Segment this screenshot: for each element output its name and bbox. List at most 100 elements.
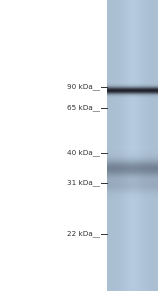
Bar <box>107 195 158 196</box>
Bar <box>107 0 108 291</box>
Bar <box>154 0 155 291</box>
Bar <box>107 182 158 183</box>
Bar <box>107 171 158 172</box>
Bar <box>107 166 158 167</box>
Bar <box>117 0 118 291</box>
Bar <box>123 0 124 291</box>
Bar <box>155 0 156 291</box>
Bar <box>107 168 158 169</box>
Bar <box>107 172 158 173</box>
Bar <box>145 0 146 291</box>
Bar <box>107 87 158 88</box>
Bar <box>141 0 142 291</box>
Bar <box>107 92 158 93</box>
Bar <box>121 0 122 291</box>
Bar <box>107 183 158 184</box>
Bar <box>144 0 145 291</box>
Bar <box>114 0 115 291</box>
Bar <box>107 177 158 178</box>
Bar <box>107 181 158 182</box>
Bar <box>139 0 140 291</box>
Bar <box>127 0 128 291</box>
Bar <box>107 164 158 165</box>
Bar <box>134 0 135 291</box>
Bar <box>118 0 119 291</box>
Bar <box>152 0 153 291</box>
Bar <box>107 89 158 90</box>
Bar <box>107 189 158 190</box>
Bar <box>111 0 112 291</box>
Bar <box>156 0 157 291</box>
Bar <box>107 187 158 188</box>
Bar <box>107 188 158 189</box>
Bar <box>107 179 158 180</box>
Bar <box>107 192 158 193</box>
Bar <box>107 155 158 156</box>
Bar <box>107 157 158 158</box>
Text: 31 kDa__: 31 kDa__ <box>67 180 100 186</box>
Bar <box>107 165 158 166</box>
Bar <box>116 0 117 291</box>
Bar <box>107 193 158 194</box>
Bar <box>107 170 158 171</box>
Bar <box>107 0 158 291</box>
Bar <box>137 0 138 291</box>
Bar <box>107 153 158 154</box>
Bar <box>107 167 158 168</box>
Bar <box>107 163 158 164</box>
Bar <box>130 0 131 291</box>
Bar <box>107 173 158 174</box>
Bar <box>107 194 158 195</box>
Bar <box>153 0 154 291</box>
Bar <box>107 179 158 180</box>
Bar <box>107 152 158 153</box>
Bar <box>147 0 148 291</box>
Bar <box>107 172 158 173</box>
Bar <box>107 181 158 182</box>
Bar <box>107 84 158 85</box>
Bar <box>157 0 158 291</box>
Bar <box>107 186 158 187</box>
Bar <box>107 97 158 98</box>
Bar <box>140 0 141 291</box>
Bar <box>107 94 158 95</box>
Bar <box>107 191 158 192</box>
Bar <box>107 180 158 181</box>
Bar <box>107 162 158 163</box>
Bar <box>107 176 158 177</box>
Bar <box>108 0 109 291</box>
Bar <box>107 169 158 170</box>
Bar <box>107 186 158 187</box>
Bar <box>146 0 147 291</box>
Bar <box>113 0 114 291</box>
Bar <box>107 82 158 83</box>
Bar <box>107 184 158 185</box>
Bar <box>107 185 158 186</box>
Bar <box>136 0 137 291</box>
Text: 22 kDa__: 22 kDa__ <box>67 231 100 237</box>
Bar <box>107 176 158 177</box>
Bar <box>107 182 158 183</box>
Bar <box>107 98 158 99</box>
Bar <box>107 85 158 86</box>
Bar <box>129 0 130 291</box>
Bar <box>107 175 158 176</box>
Bar <box>107 185 158 186</box>
Text: 90 kDa__: 90 kDa__ <box>67 84 100 91</box>
Bar <box>107 180 158 181</box>
Bar <box>112 0 113 291</box>
Bar <box>107 174 158 175</box>
Bar <box>107 90 158 91</box>
Bar <box>122 0 123 291</box>
Bar <box>107 177 158 178</box>
Bar <box>107 161 158 162</box>
Bar <box>107 178 158 179</box>
Bar <box>142 0 143 291</box>
Bar <box>107 184 158 185</box>
Bar <box>107 154 158 155</box>
Bar <box>107 175 158 176</box>
Text: 40 kDa__: 40 kDa__ <box>67 150 100 156</box>
Bar <box>107 158 158 159</box>
Bar <box>149 0 150 291</box>
Bar <box>133 0 134 291</box>
